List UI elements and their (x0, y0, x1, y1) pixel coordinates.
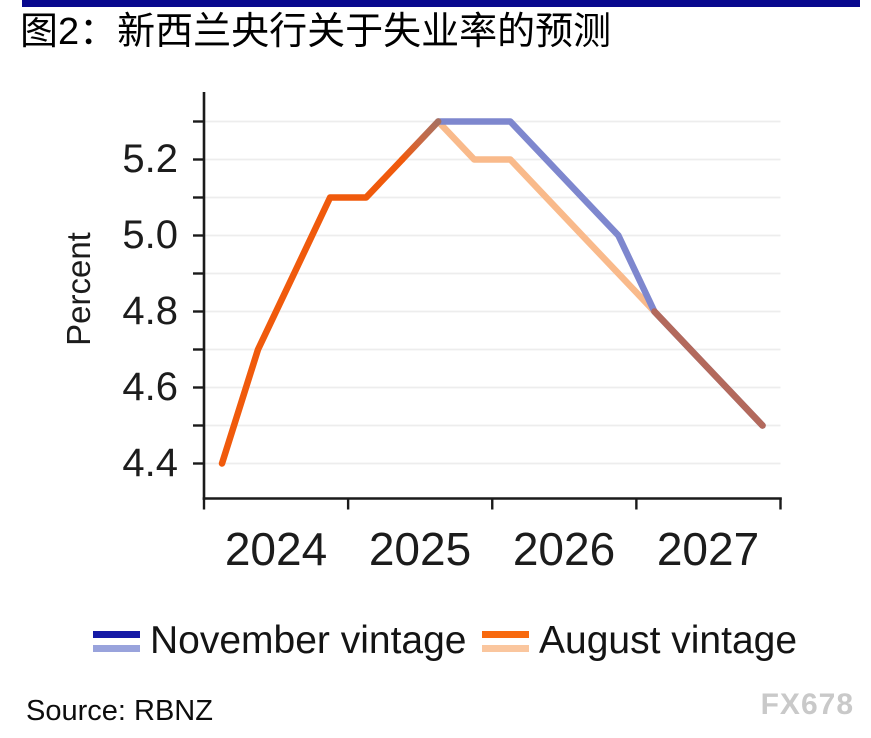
y-tick-label-5-2: 5.2 (122, 137, 178, 181)
legend-item-november: November vintage (93, 616, 467, 666)
legend-swatch-november (93, 630, 140, 652)
legend-swatch-august (482, 630, 529, 652)
x-tick-label-2025: 2025 (368, 523, 472, 575)
x-tick-label-2024: 2024 (224, 523, 328, 575)
legend-label-august: August vintage (539, 619, 798, 662)
series-history-line (218, 156, 406, 467)
source-note: Source: RBNZ (26, 695, 213, 727)
chart-legend: November vintage August vintage (0, 616, 871, 666)
x-tick-label-2027: 2027 (656, 523, 760, 575)
x-tick-label-2026: 2026 (512, 523, 616, 575)
y-tick-label-4-6: 4.6 (122, 365, 178, 409)
legend-label-november: November vintage (150, 619, 467, 662)
y-tick-label-4-8: 4.8 (122, 289, 178, 333)
y-tick-label-5-0: 5.0 (122, 213, 178, 257)
series-overlap-tail-line (651, 308, 766, 429)
y-axis-title: Percent (60, 232, 97, 346)
y-tick-label-4-4: 4.4 (122, 441, 178, 485)
legend-swatch-august-light (482, 644, 529, 652)
series-history-blend-segment (398, 118, 442, 163)
figure-title: 图2：新西兰央行关于失业率的预测 (20, 11, 612, 53)
legend-swatch-november-dark (93, 630, 140, 638)
top-accent-bar (22, 0, 860, 7)
watermark: FX678 (760, 688, 854, 721)
legend-swatch-november-light (93, 644, 140, 652)
legend-swatch-august-dark (482, 630, 529, 638)
legend-item-august: August vintage (482, 616, 797, 666)
